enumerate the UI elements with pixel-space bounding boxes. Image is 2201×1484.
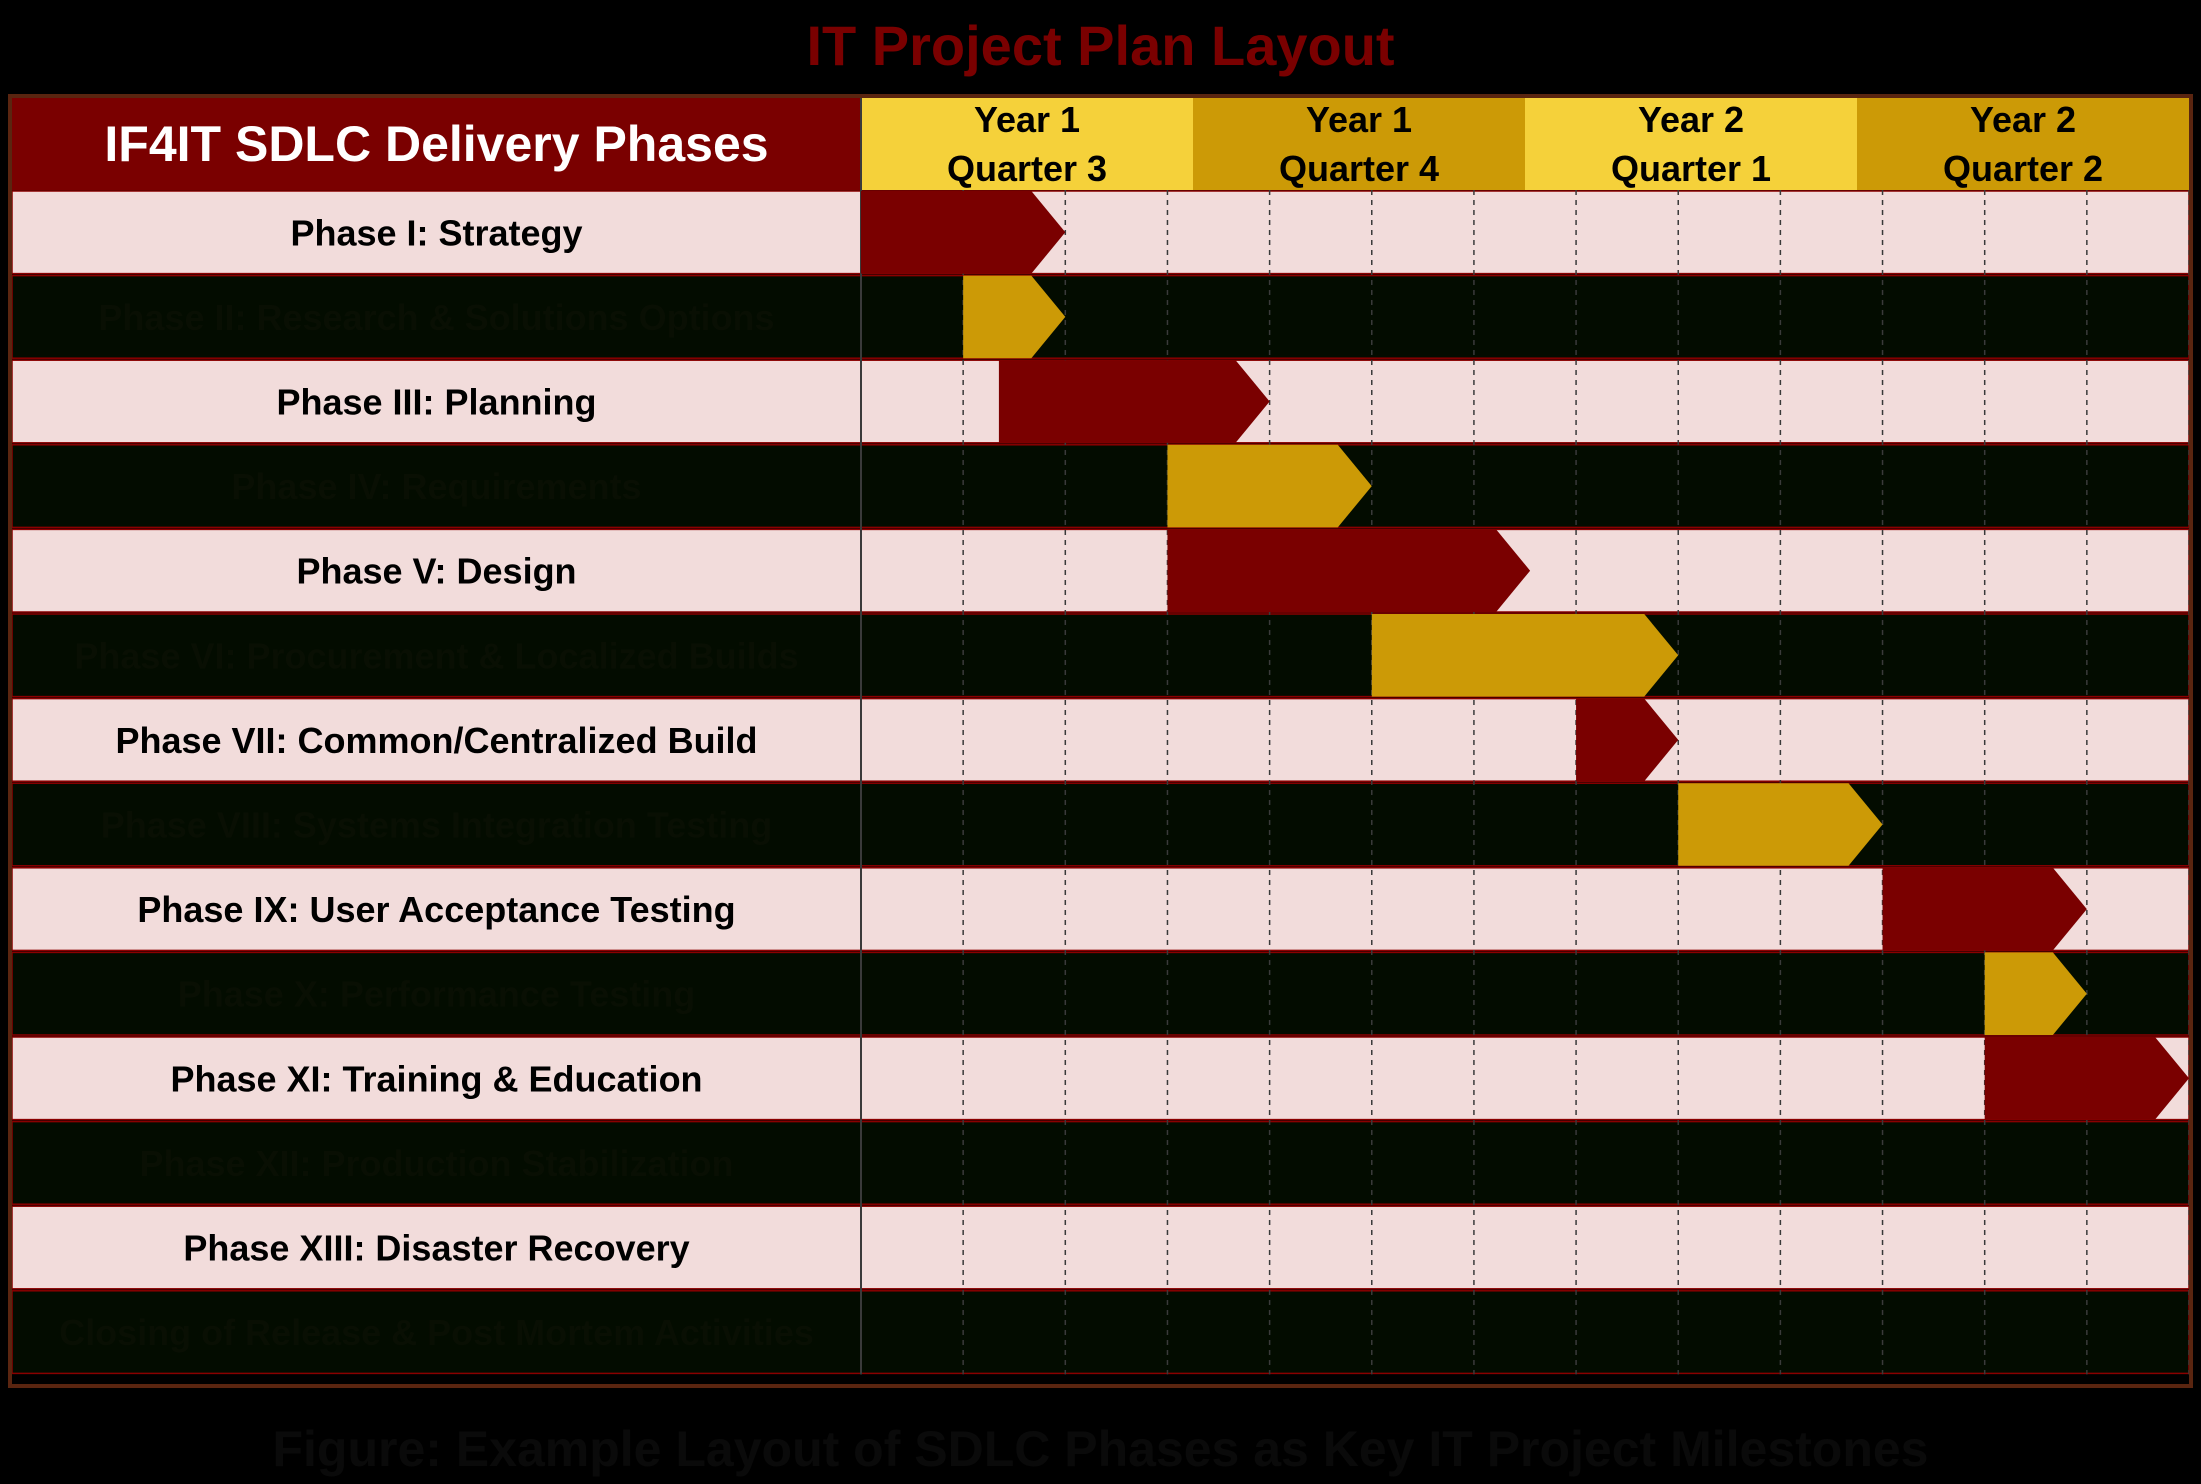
row-background (12, 1036, 2189, 1121)
phase-label: Phase II: Research & Solutions Options (98, 297, 774, 338)
row-background (12, 613, 2189, 698)
quarter-header-year: Year 1 (974, 99, 1080, 140)
task-bar (1984, 952, 2087, 1035)
task-bar (861, 191, 1066, 274)
quarter-header-4 (1857, 98, 2189, 190)
row-background (12, 1205, 2189, 1290)
quarter-header-1 (861, 98, 1193, 190)
phase-label: Phase III: Planning (276, 382, 596, 423)
row-background (12, 528, 2189, 613)
header-cell (12, 98, 861, 190)
quarter-header-year: Year 2 (1970, 99, 2076, 140)
gantt-chart-frame: IF4IT SDLC Delivery Phases Year 1 Quarter … (8, 94, 2193, 1388)
quarter-header-quarter: Quarter 4 (1279, 148, 1439, 189)
quarter-header-3 (1525, 98, 1857, 190)
row-background (12, 444, 2189, 529)
phase-label: Phase VII: Common/Centralized Build (115, 720, 757, 761)
quarter-header-quarter: Quarter 1 (1611, 148, 1771, 189)
phase-label: Phase IV: Requirements (231, 466, 641, 507)
row-background (12, 274, 2189, 359)
quarter-header-2 (1193, 98, 1525, 190)
header-label: IF4IT SDLC Delivery Phases (104, 116, 768, 172)
task-bar (1882, 867, 2087, 951)
page-title: IT Project Plan Layout (806, 14, 1395, 77)
phase-label: Closing of Release & Post Mortem Activit… (59, 1312, 814, 1353)
phase-label: Phase IX: User Acceptance Testing (137, 889, 735, 930)
row-background (12, 1120, 2189, 1205)
phase-label: Phase V: Design (296, 551, 576, 592)
task-bar (1167, 444, 1372, 528)
phase-label: Phase VI: Procurement & Localized Builds (74, 635, 798, 676)
row-background (12, 190, 2189, 275)
task-bar (1576, 698, 1679, 782)
gantt-chart: IF4IT SDLC Delivery Phases Year 1 Quarter … (12, 98, 2189, 1375)
task-bar (1984, 1037, 2189, 1120)
task-bar (1678, 783, 1883, 866)
row-background (12, 1290, 2189, 1375)
quarter-header-year: Year 2 (1638, 99, 1744, 140)
quarter-header-quarter: Quarter 2 (1943, 148, 2103, 189)
phase-label: Phase I: Strategy (290, 212, 582, 253)
phase-label: Phase X: Performance Testing (178, 974, 696, 1015)
task-bar (963, 275, 1066, 359)
phase-label: Phase XIII: Disaster Recovery (183, 1228, 689, 1269)
quarter-header-quarter: Quarter 3 (947, 148, 1107, 189)
task-bar (1167, 529, 1531, 612)
task-bar (998, 360, 1270, 443)
quarter-header-year: Year 1 (1306, 99, 1412, 140)
row-background (12, 697, 2189, 782)
task-bar (1371, 614, 1679, 697)
figure-caption: Figure: Example Layout of SDLC Phases as… (272, 1421, 1929, 1477)
phase-label: Phase XI: Training & Education (170, 1058, 702, 1099)
row-background (12, 951, 2189, 1036)
phase-label: Phase XII: Production Stabilization (139, 1143, 733, 1184)
row-background (12, 867, 2189, 952)
phase-label: Phase VIII: Systems Integration Testing (101, 805, 773, 846)
